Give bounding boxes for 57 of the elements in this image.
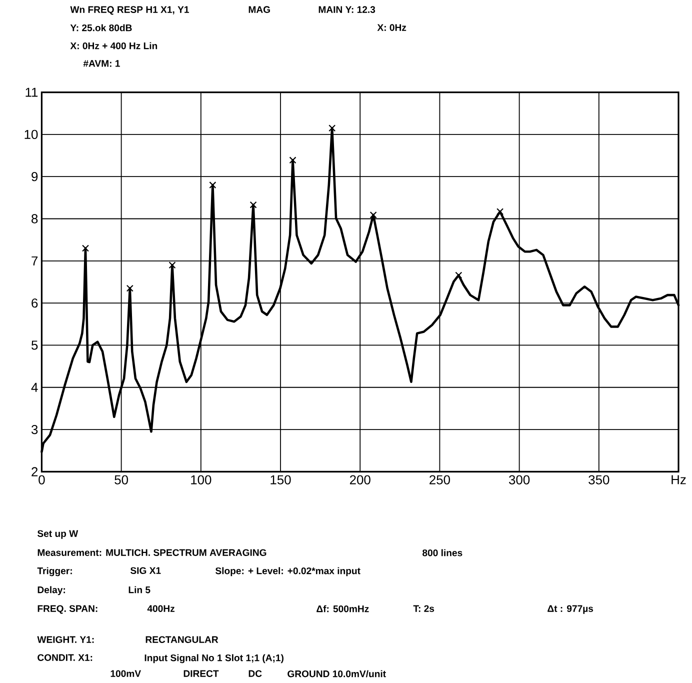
- text: CONDIT. X1:: [38, 654, 92, 661]
- text: DIRECT: [184, 670, 219, 677]
- text: DC: [248, 670, 262, 677]
- y-tick-label: 8: [32, 214, 38, 224]
- x-tick-label: 50: [114, 475, 128, 484]
- text: Input Signal No 1 Slot 1;1 (A;1): [144, 654, 284, 664]
- text: SIG X1: [130, 567, 161, 574]
- text: WEIGHT. Y1:: [37, 636, 94, 643]
- y-tick-label: 10: [24, 130, 38, 140]
- text: Lin 5: [128, 586, 150, 594]
- text: Slope: + Level: +0.02*max input: [215, 567, 360, 576]
- text: FREQ. SPAN:: [38, 605, 98, 614]
- text: Delay:: [38, 586, 65, 596]
- x-tick-label: 100: [191, 475, 212, 484]
- text: X: 0Hz: [377, 24, 406, 31]
- text: GROUND 10.0mV/unit: [288, 670, 386, 678]
- point: [126, 284, 134, 292]
- point: [209, 182, 216, 189]
- text: RECTANGULAR: [146, 636, 218, 643]
- x-tick-label: Hz: [672, 475, 686, 484]
- x-tick-label: 250: [430, 475, 450, 484]
- y-tick-label: 2: [32, 467, 38, 476]
- text: Measurement: MULTICH. SPECTRUM AVERAGING: [38, 549, 266, 556]
- x-tick-label: 300: [509, 475, 530, 484]
- point: [289, 156, 296, 164]
- text: Wn FREQ RESP H1 X1, Y1: [70, 6, 189, 15]
- y-tick-label: 9: [32, 172, 38, 182]
- text: 400Hz: [147, 605, 175, 612]
- text: Trigger:: [37, 567, 72, 576]
- y-tick-label: 6: [32, 298, 38, 308]
- point: [455, 272, 462, 279]
- x-tick-label: 0: [38, 475, 45, 484]
- point: [328, 124, 336, 132]
- text: 800 lines: [422, 549, 462, 556]
- text: #AVM: 1: [83, 60, 120, 67]
- text: T: 2s: [413, 605, 434, 612]
- point: [168, 262, 176, 269]
- x-tick-label: 150: [270, 475, 291, 484]
- point: [250, 201, 257, 208]
- text: Δt : 977µs: [548, 605, 594, 614]
- point: [370, 211, 377, 218]
- text: X: 0Hz + 400 Hz Lin: [70, 42, 158, 50]
- text: Set up W: [37, 530, 78, 539]
- x-tick-label: 350: [588, 475, 610, 484]
- text: Y: 25.ok 80dB: [70, 24, 132, 32]
- y-tick-label: 4: [31, 382, 38, 392]
- text: MAG: [248, 6, 270, 13]
- text: 100mV: [110, 670, 141, 677]
- y-tick-label: 11: [26, 88, 38, 97]
- text: MAIN Y: 12.3: [318, 6, 376, 13]
- y-tick-label: 7: [32, 256, 38, 266]
- x-tick-label: 200: [350, 475, 370, 484]
- y-tick-label: 3: [31, 424, 38, 434]
- text: Δf: 500mHz: [316, 605, 369, 612]
- y-tick-label: 5: [32, 340, 38, 350]
- point: [496, 208, 504, 216]
- point: [82, 244, 90, 252]
